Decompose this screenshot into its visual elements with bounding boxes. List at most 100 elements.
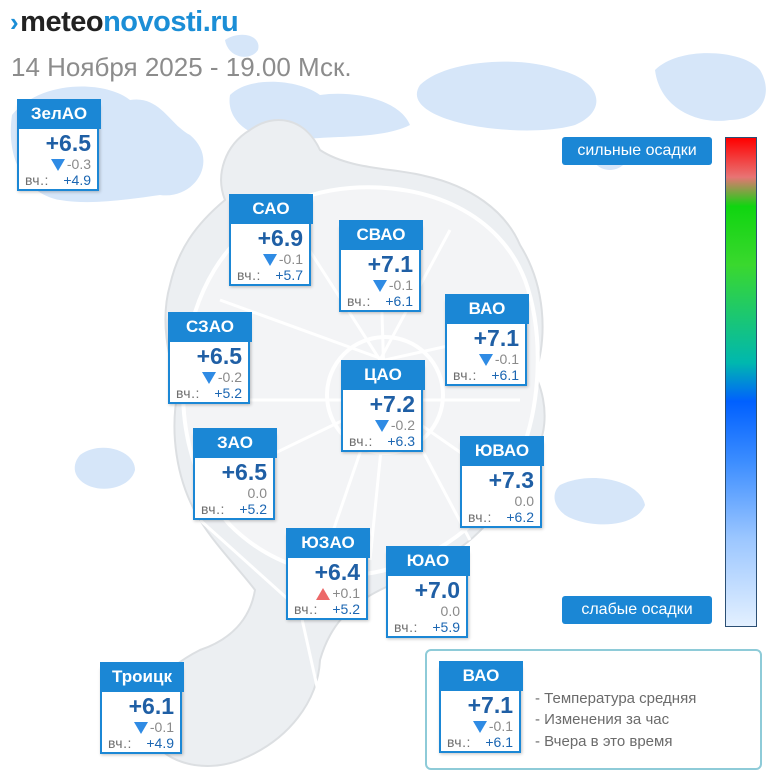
triangle-down-icon (374, 420, 389, 433)
avg-temperature: +6.5 (221, 459, 267, 485)
yesterday-value: +6.1 (491, 367, 519, 383)
district-name: ВАО (445, 294, 529, 324)
hourly-change: 0.0 (441, 604, 460, 619)
district-card-yuao[interactable]: ЮАО +7.0 0.0 вч.: +5.9 (386, 546, 470, 638)
district-name: СВАО (339, 220, 423, 250)
precip-patch (416, 61, 597, 131)
hourly-change: -0.1 (478, 351, 519, 367)
avg-temperature: +6.5 (45, 130, 91, 156)
avg-temperature: +7.1 (367, 251, 413, 277)
triangle-down-icon (201, 372, 216, 385)
legend-sample-card: ВАО +7.1 -0.1 вч.: +6.1 (439, 661, 523, 753)
district-card-zao[interactable]: ЗАО +6.5 0.0 вч.: +5.2 (193, 428, 277, 520)
hourly-change-value: -0.3 (66, 156, 91, 172)
district-card-szao[interactable]: СЗАО +6.5 -0.2 вч.: +5.2 (168, 312, 252, 404)
yesterday-value: +5.9 (432, 619, 460, 635)
district-card-vao[interactable]: ВАО +7.1 -0.1 вч.: +6.1 (445, 294, 529, 386)
hourly-change: 0.0 (515, 494, 534, 509)
district-name: САО (229, 194, 313, 224)
yesterday-label: вч.: (25, 172, 49, 188)
yesterday-label: вч.: (349, 433, 373, 449)
yesterday-value: +4.9 (146, 735, 174, 751)
yesterday-label: вч.: (347, 293, 371, 309)
date-time-title: 14 Ноября 2025 - 19.00 Мск. (11, 52, 352, 82)
hourly-change-value: 0.0 (440, 603, 460, 619)
yesterday-value: +5.7 (275, 267, 303, 283)
district-name: ЮАО (386, 546, 470, 576)
yesterday-value: +5.2 (214, 385, 242, 401)
yesterday-label: вч.: (294, 601, 318, 617)
district-card-cao[interactable]: ЦАО +7.2 -0.2 вч.: +6.3 (341, 360, 425, 452)
district-card-svao[interactable]: СВАО +7.1 -0.1 вч.: +6.1 (339, 220, 423, 312)
yesterday-value: +4.9 (63, 172, 91, 188)
district-name: Троицк (100, 662, 184, 692)
hourly-change: -0.1 (372, 277, 413, 293)
district-name: СЗАО (168, 312, 252, 342)
avg-temperature: +7.0 (414, 577, 460, 603)
triangle-down-icon (50, 159, 65, 172)
district-card-zelao[interactable]: ЗелАО +6.5 -0.3 вч.: +4.9 (17, 99, 101, 191)
avg-temperature: +7.2 (369, 391, 415, 417)
logo-text-meteo: meteo (20, 6, 104, 38)
yesterday-value: +6.1 (385, 293, 413, 309)
triangle-down-icon (262, 254, 277, 267)
triangle-up-icon (316, 588, 331, 601)
legend-item-hourly-change: - Изменения за час (535, 711, 670, 728)
avg-temperature: +6.9 (257, 225, 303, 251)
hourly-change-value: -0.1 (388, 277, 413, 293)
hourly-change: 0.0 (248, 486, 267, 501)
hourly-change: -0.1 (133, 719, 174, 735)
yesterday-label: вч.: (176, 385, 200, 401)
legend-item-yesterday: - Вчера в это время (535, 733, 673, 750)
precipitation-color-scale (725, 137, 757, 627)
hourly-change-value: +0.1 (332, 585, 360, 601)
triangle-down-icon (478, 354, 493, 367)
hourly-change-value: -0.1 (494, 351, 519, 367)
triangle-down-icon (472, 721, 487, 734)
hourly-change: -0.1 (262, 251, 303, 267)
precip-patch (554, 477, 645, 525)
precip-scale-label-weak: слабые осадки (562, 596, 712, 624)
site-logo[interactable]: ›meteonovosti.ru (10, 6, 239, 39)
hourly-change-value: 0.0 (247, 485, 267, 501)
garden-ring (325, 335, 445, 455)
yesterday-value: +6.2 (506, 509, 534, 525)
yesterday-label: вч.: (453, 367, 477, 383)
yesterday-value: +6.1 (485, 734, 513, 750)
hourly-change-value: 0.0 (514, 493, 534, 509)
yesterday-value: +5.2 (332, 601, 360, 617)
district-card-sao[interactable]: САО +6.9 -0.1 вч.: +5.7 (229, 194, 313, 286)
avg-temperature: +7.1 (467, 692, 513, 718)
precip-patch (74, 447, 135, 489)
precip-patch (225, 34, 259, 57)
avg-temperature: +6.4 (314, 559, 360, 585)
district-card-troitsk[interactable]: Троицк +6.1 -0.1 вч.: +4.9 (100, 662, 184, 754)
logo-chevron-icon: › (10, 7, 19, 37)
hourly-change: -0.3 (50, 156, 91, 172)
district-name: ЦАО (341, 360, 425, 390)
yesterday-label: вч.: (201, 501, 225, 517)
avg-temperature: +7.1 (473, 325, 519, 351)
hourly-change: -0.2 (374, 418, 415, 433)
yesterday-value: +6.3 (387, 433, 415, 449)
district-name: ЗелАО (17, 99, 101, 129)
hourly-change: -0.1 (472, 718, 513, 734)
hourly-change-value: -0.2 (217, 369, 242, 385)
yesterday-label: вч.: (394, 619, 418, 635)
hourly-change-value: -0.1 (149, 719, 174, 735)
hourly-change-value: -0.1 (278, 251, 303, 267)
hourly-change: -0.2 (201, 369, 242, 385)
yesterday-label: вч.: (468, 509, 492, 525)
district-card-yuzao[interactable]: ЮЗАО +6.4 +0.1 вч.: +5.2 (286, 528, 370, 620)
district-card-yuvao[interactable]: ЮВАО +7.3 0.0 вч.: +6.2 (460, 436, 544, 528)
hourly-change-value: -0.1 (488, 718, 513, 734)
avg-temperature: +6.1 (128, 693, 174, 719)
triangle-down-icon (372, 280, 387, 293)
legend-item-avg-temp: - Температура средняя (535, 690, 697, 707)
yesterday-label: вч.: (237, 267, 261, 283)
triangle-down-icon (133, 722, 148, 735)
avg-temperature: +7.3 (488, 467, 534, 493)
precip-patch (655, 53, 766, 121)
district-name: ЮЗАО (286, 528, 370, 558)
